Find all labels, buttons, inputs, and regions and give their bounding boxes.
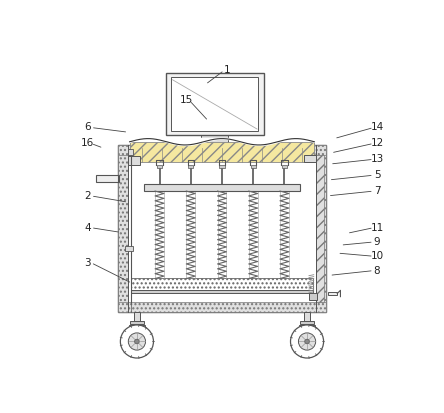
Circle shape — [305, 339, 309, 344]
Text: 6: 6 — [84, 123, 91, 133]
Circle shape — [120, 325, 154, 358]
Text: 15: 15 — [179, 95, 193, 105]
Bar — [118, 145, 128, 312]
Bar — [95, 175, 119, 182]
Text: 10: 10 — [370, 251, 384, 261]
Bar — [130, 142, 314, 162]
Text: 5: 5 — [374, 170, 381, 180]
Circle shape — [128, 333, 146, 350]
Bar — [328, 292, 337, 295]
Bar — [125, 246, 133, 252]
Bar — [131, 290, 313, 293]
Bar — [118, 145, 326, 312]
Text: 9: 9 — [374, 237, 381, 247]
Bar — [299, 325, 315, 330]
Text: 11: 11 — [370, 223, 384, 233]
Bar — [128, 156, 140, 165]
Text: 3: 3 — [84, 258, 91, 268]
Bar — [157, 165, 162, 168]
Bar — [300, 321, 314, 324]
Bar — [144, 184, 300, 191]
Bar — [130, 321, 144, 324]
Bar — [282, 165, 287, 168]
Bar — [304, 312, 310, 321]
Bar — [304, 155, 316, 162]
Text: 1: 1 — [224, 65, 231, 75]
Text: 2: 2 — [84, 191, 91, 201]
Bar — [166, 74, 264, 135]
Bar — [201, 135, 228, 150]
Bar — [316, 145, 326, 312]
Bar — [309, 294, 317, 300]
Text: 13: 13 — [370, 154, 384, 164]
Bar — [316, 155, 324, 302]
Bar — [251, 165, 256, 168]
Bar — [219, 165, 225, 168]
Text: 14: 14 — [370, 123, 384, 133]
Bar — [188, 165, 193, 168]
Text: 12: 12 — [370, 138, 384, 148]
Circle shape — [135, 339, 139, 344]
Text: 16: 16 — [81, 138, 94, 148]
Bar — [171, 76, 258, 131]
Circle shape — [290, 325, 324, 358]
Circle shape — [298, 333, 316, 350]
Text: 4: 4 — [84, 223, 91, 233]
Bar — [129, 325, 145, 330]
Bar — [131, 278, 313, 290]
Bar — [118, 302, 326, 312]
Text: 7: 7 — [374, 186, 381, 196]
Bar — [118, 145, 326, 155]
Text: 8: 8 — [374, 266, 381, 275]
Bar — [134, 312, 140, 321]
Bar — [128, 149, 133, 155]
